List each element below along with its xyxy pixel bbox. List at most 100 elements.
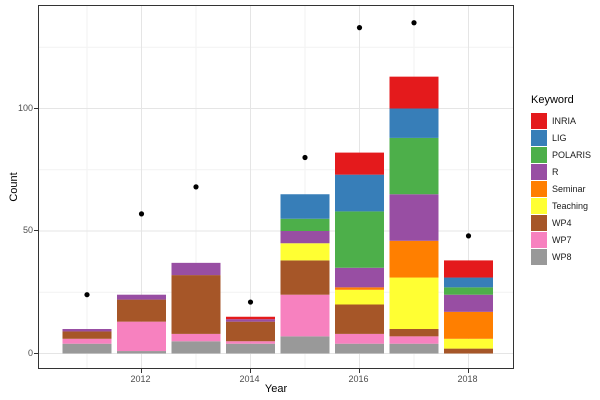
legend-label: LIG (552, 133, 567, 143)
bar-segment-WP4-2011 (62, 331, 112, 339)
plot-area (39, 6, 513, 368)
data-point-2011 (84, 292, 90, 298)
x-tick-mark (140, 369, 142, 373)
bar-segment-INRIA-2016 (335, 152, 384, 175)
legend-item-WP8: WP8 (531, 249, 591, 265)
bar-segment-WP7-2016 (335, 333, 384, 344)
legend-title: Keyword (531, 94, 574, 106)
bar-segment-WP4-2018 (444, 348, 493, 354)
legend-label: WP4 (552, 218, 572, 228)
bar-segment-WP4-2015 (280, 260, 330, 295)
x-tick-label: 2016 (348, 374, 369, 384)
legend: Keyword INRIA LIG POLARIS R Seminar Teaching W… (531, 94, 591, 266)
bar-segment-LIG-2017 (389, 108, 439, 138)
bar-segment-Teaching-2017 (389, 277, 439, 329)
legend-swatch-WP7 (531, 232, 547, 248)
bar-segment-Teaching-2016 (335, 289, 384, 305)
y-tick-mark (34, 352, 38, 354)
legend-swatch-WP8 (531, 249, 547, 265)
bar-segment-Seminar-2016 (335, 287, 384, 290)
legend-item-LIG: LIG (531, 130, 591, 146)
bar-segment-R-2013 (171, 262, 221, 276)
x-tick-mark (249, 369, 251, 373)
legend-item-POLARIS: POLARIS (531, 147, 591, 163)
bar-segment-WP4-2014 (226, 321, 275, 342)
legend-item-INRIA: INRIA (531, 113, 591, 129)
legend-item-WP4: WP4 (531, 215, 591, 231)
bar-segment-Teaching-2018 (444, 338, 493, 349)
legend-label: Teaching (552, 201, 589, 211)
bar-segment-WP8-2013 (171, 341, 221, 354)
bar-segment-WP8-2014 (226, 343, 275, 354)
legend-swatch-INRIA (531, 113, 547, 129)
bar-segment-LIG-2016 (335, 174, 384, 212)
bar-segment-WP8-2015 (280, 336, 330, 354)
bar-segment-INRIA-2014 (226, 316, 275, 320)
bar-segment-POLARIS-2017 (389, 137, 439, 195)
bar-segment-POLARIS-2018 (444, 287, 493, 295)
bar-segment-R-2016 (335, 267, 384, 288)
bar-segment-INRIA-2017 (389, 76, 439, 109)
bar-segment-Teaching-2015 (280, 243, 330, 261)
legend-label: WP7 (552, 235, 572, 245)
x-tick-mark (467, 369, 469, 373)
bar-segment-R-2014 (226, 319, 275, 322)
bar-segment-WP4-2013 (171, 275, 221, 334)
x-tick-label: 2012 (130, 374, 151, 384)
bar-segment-LIG-2018 (444, 277, 493, 288)
bar-segment-WP7-2011 (62, 338, 112, 344)
bar-segment-WP4-2016 (335, 304, 384, 334)
y-tick-label: 0 (27, 347, 33, 358)
legend-label: Seminar (552, 184, 586, 194)
bar-segment-WP8-2017 (389, 343, 439, 354)
bar-segment-R-2017 (389, 194, 439, 241)
legend-swatch-WP4 (531, 215, 547, 231)
y-axis-title: Count (8, 172, 20, 202)
legend-label: R (552, 167, 559, 177)
bar-segment-WP7-2015 (280, 294, 330, 337)
bar-segment-WP7-2014 (226, 341, 275, 344)
bar-segment-R-2012 (117, 294, 166, 300)
x-axis-title: Year (264, 383, 288, 395)
legend-swatch-LIG (531, 130, 547, 146)
x-tick-mark (358, 369, 360, 373)
legend-swatch-POLARIS (531, 147, 547, 163)
bar-segment-INRIA-2018 (444, 260, 493, 278)
data-point-2017 (411, 20, 417, 26)
x-tick-label: 2014 (239, 374, 260, 384)
legend-label: WP8 (552, 252, 572, 262)
legend-label: INRIA (552, 116, 577, 126)
bar-segment-WP4-2012 (117, 299, 166, 322)
legend-items: INRIA LIG POLARIS R Seminar Teaching WP4 WP7 WP8 (531, 113, 591, 265)
data-point-2015 (302, 154, 308, 161)
legend-item-Teaching: Teaching (531, 198, 591, 214)
legend-label: POLARIS (552, 150, 592, 160)
bar-segment-WP8-2016 (335, 343, 384, 354)
data-point-2018 (465, 233, 472, 239)
legend-item-WP7: WP7 (531, 232, 591, 248)
plot-panel (38, 5, 514, 369)
bar-segment-WP7-2012 (117, 321, 166, 352)
legend-item-Seminar: Seminar (531, 181, 591, 197)
bar-segment-WP8-2012 (117, 351, 166, 354)
y-tick-mark (34, 107, 38, 109)
bar-segment-R-2011 (62, 329, 112, 332)
x-tick-label: 2018 (457, 374, 478, 384)
y-tick-mark (34, 230, 38, 231)
bar-segment-WP8-2011 (62, 343, 112, 354)
legend-swatch-Seminar (531, 181, 547, 197)
bar-segment-POLARIS-2015 (280, 218, 330, 231)
data-point-2012 (138, 211, 145, 217)
bar-segment-POLARIS-2016 (335, 211, 384, 268)
bar-segment-Seminar-2018 (444, 311, 493, 339)
data-point-2014 (247, 299, 254, 305)
bar-segment-LIG-2015 (280, 194, 330, 219)
bar-segment-WP7-2013 (171, 333, 221, 342)
bar-segment-R-2018 (444, 294, 493, 312)
y-tick-label: 50 (22, 225, 33, 235)
bar-segment-WP4-2017 (389, 329, 439, 337)
data-point-2016 (356, 25, 363, 31)
legend-swatch-R (531, 164, 547, 180)
legend-item-R: R (531, 164, 591, 180)
